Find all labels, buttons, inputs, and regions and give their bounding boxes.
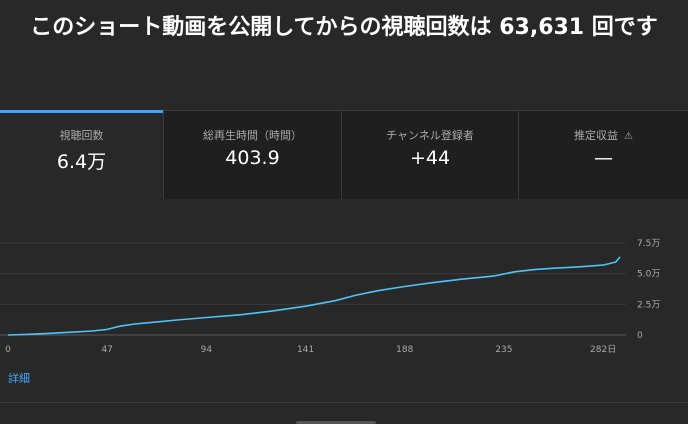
- tab-revenue-value: —: [594, 147, 613, 169]
- page-headline: このショート動画を公開してからの視聴回数は 63,631 回です: [30, 15, 658, 40]
- metric-tabs: 視聴回数 6.4万 総再生時間（時間） 403.9 チャンネル登録者 +44 推…: [0, 110, 688, 199]
- tab-watch-time[interactable]: 総再生時間（時間） 403.9: [164, 111, 342, 199]
- x-tick-label: 235: [495, 345, 512, 355]
- tab-views[interactable]: 視聴回数 6.4万: [0, 110, 164, 199]
- tab-views-label: 視聴回数: [59, 129, 104, 142]
- tab-watch-time-label: 総再生時間（時間）: [203, 129, 302, 142]
- warning-icon: ⚠: [624, 131, 633, 142]
- y-tick-label: 0: [637, 331, 643, 341]
- tab-views-value: 6.4万: [56, 151, 107, 173]
- x-tick-label: 47: [101, 345, 112, 355]
- y-tick-label: 5.0万: [637, 270, 660, 280]
- scroll-handle: [296, 421, 376, 424]
- tab-revenue-label: 推定収益: [574, 129, 619, 142]
- x-tick-label: 141: [297, 345, 314, 355]
- details-link[interactable]: 詳細: [8, 372, 30, 385]
- x-tick-label: 94: [201, 345, 213, 355]
- views-line-chart: 0 2.5万 5.0万 7.5万 0 47 94 141 188 235 282日: [0, 239, 660, 355]
- y-tick-label: 7.5万: [637, 239, 660, 249]
- tab-subscribers[interactable]: チャンネル登録者 +44: [342, 111, 519, 199]
- series-line: [7, 256, 621, 336]
- tab-subscribers-label: チャンネル登録者: [386, 129, 474, 142]
- tab-revenue[interactable]: 推定収益 ⚠ —: [519, 111, 688, 199]
- y-tick-label: 2.5万: [637, 300, 660, 310]
- tab-watch-time-value: 403.9: [225, 147, 280, 169]
- x-tick-label: 0: [5, 345, 11, 355]
- bottom-divider: [0, 402, 688, 403]
- x-tick-label: 282日: [590, 344, 616, 355]
- tab-subscribers-value: +44: [409, 147, 451, 169]
- x-tick-label: 188: [396, 345, 413, 355]
- tab-revenue-label-row: 推定収益 ⚠: [519, 127, 688, 143]
